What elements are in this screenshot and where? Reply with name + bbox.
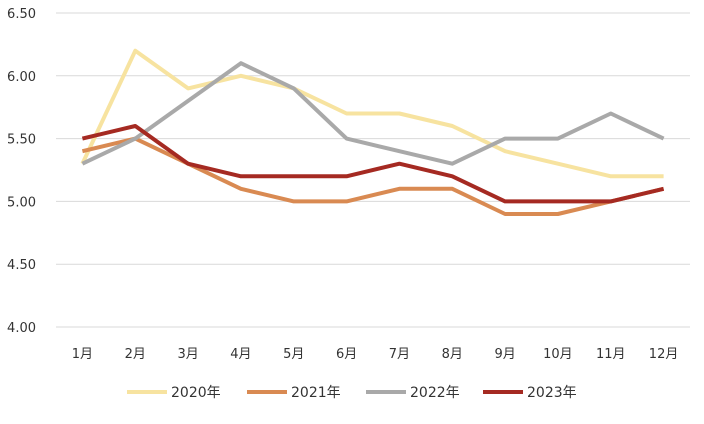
y-tick-label: 4.00 <box>7 321 36 336</box>
legend-label: 2021年 <box>291 385 341 401</box>
x-tick-label: 6月 <box>336 347 357 362</box>
x-axis-ticks: 1月 2月 3月 4月 5月 6月 7月 8月 9月 10月 11月 12月 <box>72 347 679 362</box>
legend-label: 2020年 <box>171 385 221 401</box>
y-tick-label: 4.50 <box>7 258 36 273</box>
series-line-2 <box>81 61 665 166</box>
x-tick-label: 2月 <box>125 347 146 362</box>
x-tick-label: 4月 <box>230 347 251 362</box>
x-tick-label: 3月 <box>177 347 198 362</box>
y-tick-label: 5.50 <box>7 133 36 148</box>
legend-item: 2021年 <box>247 385 341 401</box>
legend: 2020年 2021年 2022年 2023年 <box>127 385 577 401</box>
series-lines <box>80 48 665 216</box>
x-tick-label: 9月 <box>494 347 515 362</box>
x-tick-label: 12月 <box>649 347 679 362</box>
y-tick-label: 6.50 <box>7 7 36 22</box>
x-tick-label: 5月 <box>283 347 304 362</box>
y-tick-label: 6.00 <box>7 70 36 85</box>
series-line-3 <box>81 124 665 204</box>
legend-item: 2022年 <box>366 385 460 401</box>
x-tick-label: 8月 <box>442 347 463 362</box>
x-tick-label: 1月 <box>72 347 93 362</box>
legend-label: 2022年 <box>410 385 460 401</box>
legend-item: 2023年 <box>483 385 577 401</box>
legend-label: 2023年 <box>527 385 577 401</box>
x-tick-label: 10月 <box>543 347 573 362</box>
y-tick-label: 5.00 <box>7 195 36 210</box>
y-axis-ticks: 4.00 4.50 5.00 5.50 6.00 6.50 <box>7 7 36 336</box>
series-line-0 <box>80 48 664 179</box>
legend-item: 2020年 <box>127 385 221 401</box>
x-tick-label: 7月 <box>389 347 410 362</box>
gridlines <box>56 12 690 328</box>
x-tick-label: 11月 <box>596 347 626 362</box>
